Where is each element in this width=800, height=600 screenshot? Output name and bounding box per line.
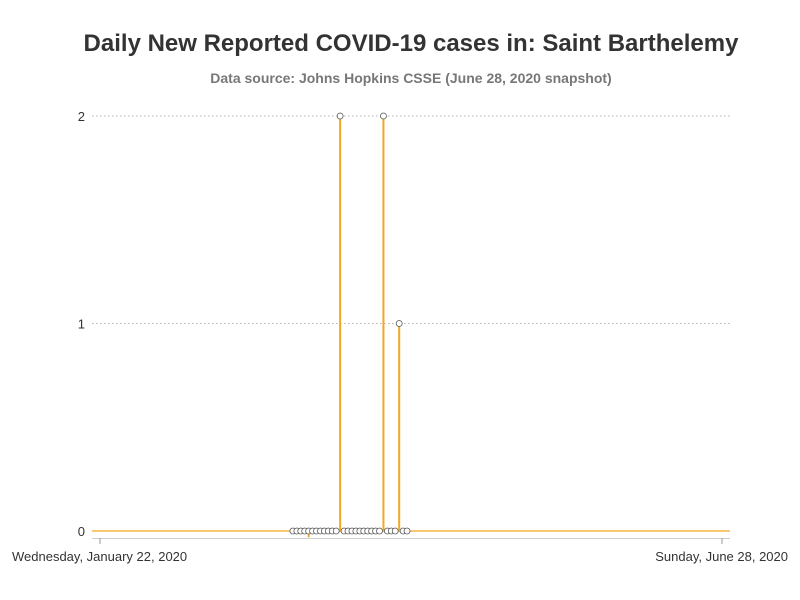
y-tick-label: 1 [78, 317, 85, 332]
data-point-2020-04-09 [403, 527, 411, 535]
x-axis: Wednesday, January 22, 2020 Sunday, June … [12, 538, 788, 564]
series-daily-cases [92, 112, 730, 538]
y-tick-label: 0 [78, 524, 85, 539]
x-tick-label: Wednesday, January 22, 2020 [12, 549, 187, 564]
gridlines [92, 115, 730, 324]
chart-title: Daily New Reported COVID-19 cases in: Sa… [83, 30, 739, 57]
data-point-2020-04-03 [380, 112, 387, 120]
chart-subtitle: Data source: Johns Hopkins CSSE (June 28… [210, 70, 612, 86]
data-point-2020-04-07 [395, 320, 403, 327]
x-tick-label: Sunday, June 28, 2020 [655, 549, 788, 564]
data-point-2020-04-06 [391, 527, 399, 535]
data-point-2020-03-23 [336, 112, 344, 120]
y-tick-label: 2 [78, 109, 85, 124]
data-point-2020-04-02 [376, 527, 383, 535]
data-point-2020-03-22 [332, 527, 340, 535]
y-axis: 0 1 2 [78, 109, 85, 539]
